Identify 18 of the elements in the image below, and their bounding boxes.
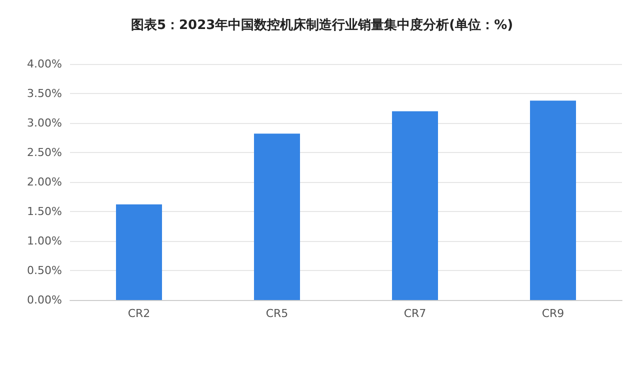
x-tick-label: CR7 <box>404 307 426 320</box>
y-tick-label: 2.50% <box>27 146 62 159</box>
bar <box>392 111 438 300</box>
y-tick-label: 4.00% <box>27 58 62 70</box>
bar <box>530 100 576 300</box>
x-tick-label: CR5 <box>266 307 288 320</box>
y-tick-label: 1.00% <box>27 234 62 248</box>
y-tick-label: 2.00% <box>27 176 62 188</box>
y-tick-label: 3.00% <box>27 116 62 130</box>
bar <box>254 134 300 300</box>
x-tick-label: CR2 <box>128 307 150 320</box>
y-tick-label: 1.50% <box>27 205 62 218</box>
x-tick-label: CR9 <box>542 307 564 320</box>
chart-title: 图表5：2023年中国数控机床制造行业销量集中度分析(单位：%) <box>130 17 514 33</box>
bar <box>116 204 162 300</box>
y-tick-label: 0.50% <box>27 264 62 277</box>
y-tick-label: 3.50% <box>27 87 62 100</box>
y-tick-label: 0.00% <box>27 294 62 306</box>
